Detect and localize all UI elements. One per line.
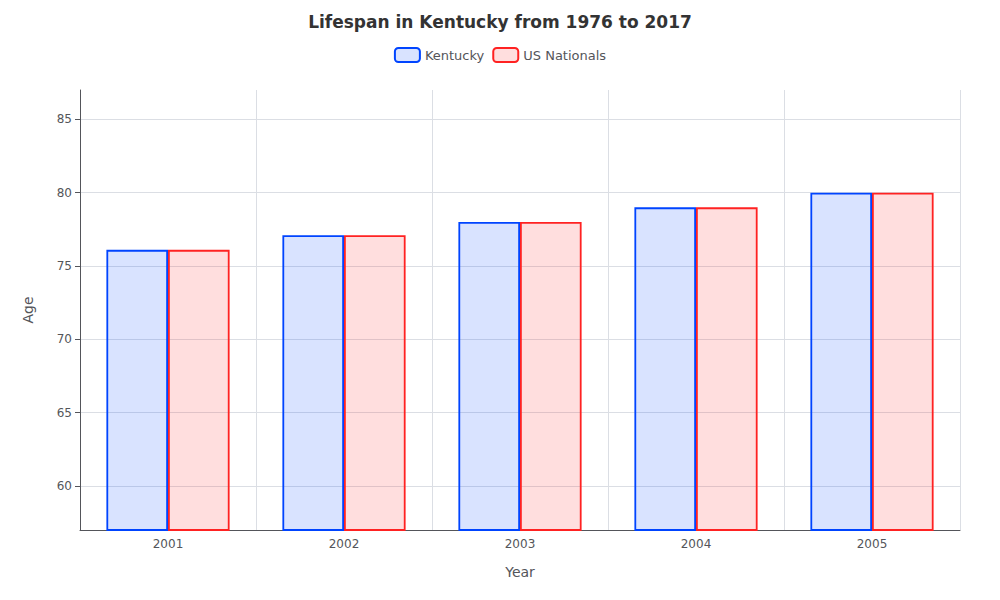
svg-text:70: 70	[57, 332, 72, 346]
svg-text:2001: 2001	[153, 537, 184, 551]
svg-text:Lifespan in Kentucky from 1976: Lifespan in Kentucky from 1976 to 2017	[308, 12, 692, 32]
svg-text:US Nationals: US Nationals	[523, 48, 606, 63]
svg-text:80: 80	[57, 186, 72, 200]
svg-text:75: 75	[57, 259, 72, 273]
svg-text:Year: Year	[504, 564, 535, 580]
svg-text:85: 85	[57, 112, 72, 126]
svg-text:Kentucky: Kentucky	[425, 48, 485, 63]
svg-text:65: 65	[57, 406, 72, 420]
svg-text:2004: 2004	[681, 537, 712, 551]
svg-text:2003: 2003	[505, 537, 536, 551]
svg-text:60: 60	[57, 479, 72, 493]
svg-text:2005: 2005	[857, 537, 888, 551]
svg-text:2002: 2002	[329, 537, 360, 551]
svg-text:Age: Age	[20, 296, 36, 323]
